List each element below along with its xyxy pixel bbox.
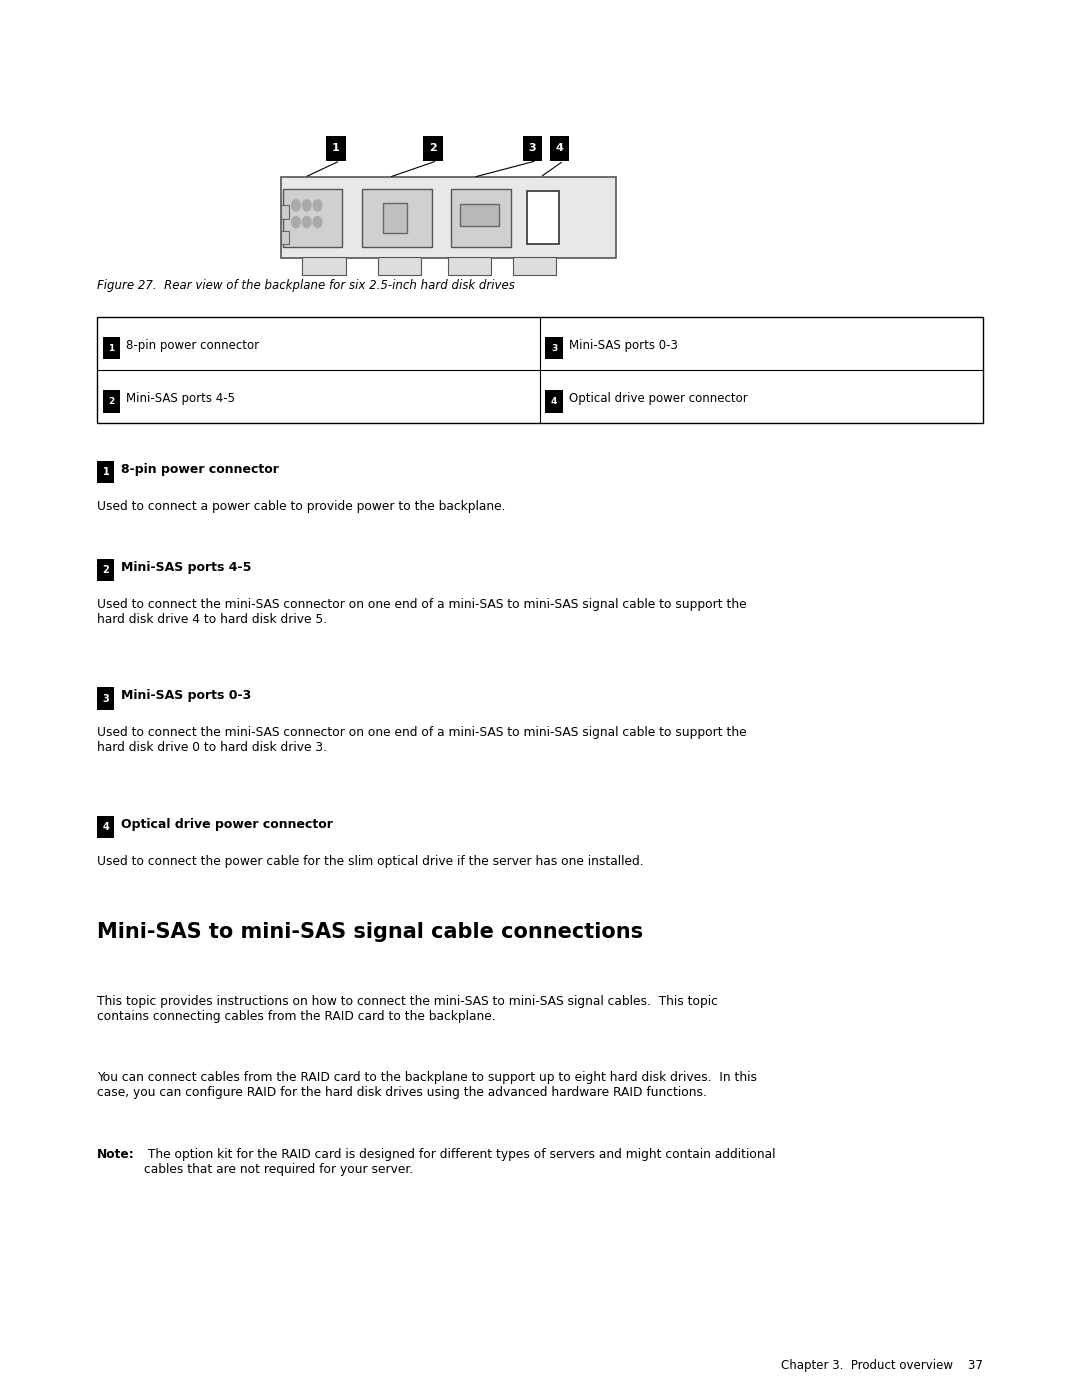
Bar — [281, 177, 616, 258]
Text: Mini-SAS ports 4-5: Mini-SAS ports 4-5 — [121, 560, 252, 574]
FancyBboxPatch shape — [97, 816, 114, 838]
Bar — [460, 204, 499, 226]
Text: This topic provides instructions on how to connect the mini-SAS to mini-SAS sign: This topic provides instructions on how … — [97, 995, 718, 1023]
Bar — [383, 203, 407, 233]
Bar — [378, 257, 421, 275]
Text: Used to connect a power cable to provide power to the backplane.: Used to connect a power cable to provide… — [97, 500, 505, 513]
Circle shape — [302, 217, 311, 228]
Text: 1: 1 — [103, 467, 109, 478]
FancyBboxPatch shape — [97, 461, 114, 483]
Text: 3: 3 — [551, 344, 557, 353]
FancyBboxPatch shape — [97, 559, 114, 581]
Bar — [97, 317, 983, 423]
FancyBboxPatch shape — [545, 337, 563, 359]
Bar — [527, 191, 559, 244]
Text: Mini-SAS ports 4-5: Mini-SAS ports 4-5 — [126, 393, 235, 405]
Text: 2: 2 — [108, 397, 114, 407]
Text: Optical drive power connector: Optical drive power connector — [569, 393, 748, 405]
Bar — [281, 205, 289, 219]
Circle shape — [302, 200, 311, 211]
Text: 3: 3 — [103, 693, 109, 704]
Bar — [302, 257, 346, 275]
Text: Figure 27.  Rear view of the backplane for six 2.5-inch hard disk drives: Figure 27. Rear view of the backplane fo… — [97, 279, 515, 292]
Text: 1: 1 — [332, 142, 340, 154]
Text: Optical drive power connector: Optical drive power connector — [121, 817, 333, 831]
Text: 4: 4 — [103, 821, 109, 833]
Text: The option kit for the RAID card is designed for different types of servers and : The option kit for the RAID card is desi… — [144, 1148, 775, 1176]
Bar — [451, 189, 511, 247]
Text: 4: 4 — [555, 142, 564, 154]
FancyBboxPatch shape — [326, 136, 346, 161]
Text: Note:: Note: — [97, 1148, 135, 1161]
FancyBboxPatch shape — [523, 136, 542, 161]
Text: Used to connect the mini-SAS connector on one end of a mini-SAS to mini-SAS sign: Used to connect the mini-SAS connector o… — [97, 726, 747, 754]
Text: Used to connect the power cable for the slim optical drive if the server has one: Used to connect the power cable for the … — [97, 855, 644, 868]
Text: 2: 2 — [429, 142, 437, 154]
Text: Mini-SAS ports 0-3: Mini-SAS ports 0-3 — [569, 339, 678, 352]
Text: Mini-SAS ports 0-3: Mini-SAS ports 0-3 — [121, 689, 252, 703]
Bar — [283, 189, 342, 247]
Text: 1: 1 — [108, 344, 114, 353]
FancyBboxPatch shape — [423, 136, 443, 161]
Text: 3: 3 — [528, 142, 537, 154]
Text: 4: 4 — [551, 397, 557, 407]
Circle shape — [292, 200, 300, 211]
Text: 2: 2 — [103, 564, 109, 576]
Text: Chapter 3.  Product overview    37: Chapter 3. Product overview 37 — [781, 1359, 983, 1372]
FancyBboxPatch shape — [550, 136, 569, 161]
FancyBboxPatch shape — [103, 390, 120, 412]
Text: Used to connect the mini-SAS connector on one end of a mini-SAS to mini-SAS sign: Used to connect the mini-SAS connector o… — [97, 598, 747, 626]
FancyBboxPatch shape — [103, 337, 120, 359]
Bar — [513, 257, 556, 275]
Circle shape — [313, 217, 322, 228]
Circle shape — [313, 200, 322, 211]
FancyBboxPatch shape — [545, 390, 563, 412]
Circle shape — [292, 217, 300, 228]
Text: You can connect cables from the RAID card to the backplane to support up to eigh: You can connect cables from the RAID car… — [97, 1071, 757, 1099]
FancyBboxPatch shape — [97, 687, 114, 710]
Bar — [281, 231, 289, 244]
Bar — [448, 257, 491, 275]
Text: Mini-SAS to mini-SAS signal cable connections: Mini-SAS to mini-SAS signal cable connec… — [97, 922, 644, 942]
Text: 8-pin power connector: 8-pin power connector — [121, 462, 279, 476]
Text: 8-pin power connector: 8-pin power connector — [126, 339, 259, 352]
Bar — [362, 189, 432, 247]
